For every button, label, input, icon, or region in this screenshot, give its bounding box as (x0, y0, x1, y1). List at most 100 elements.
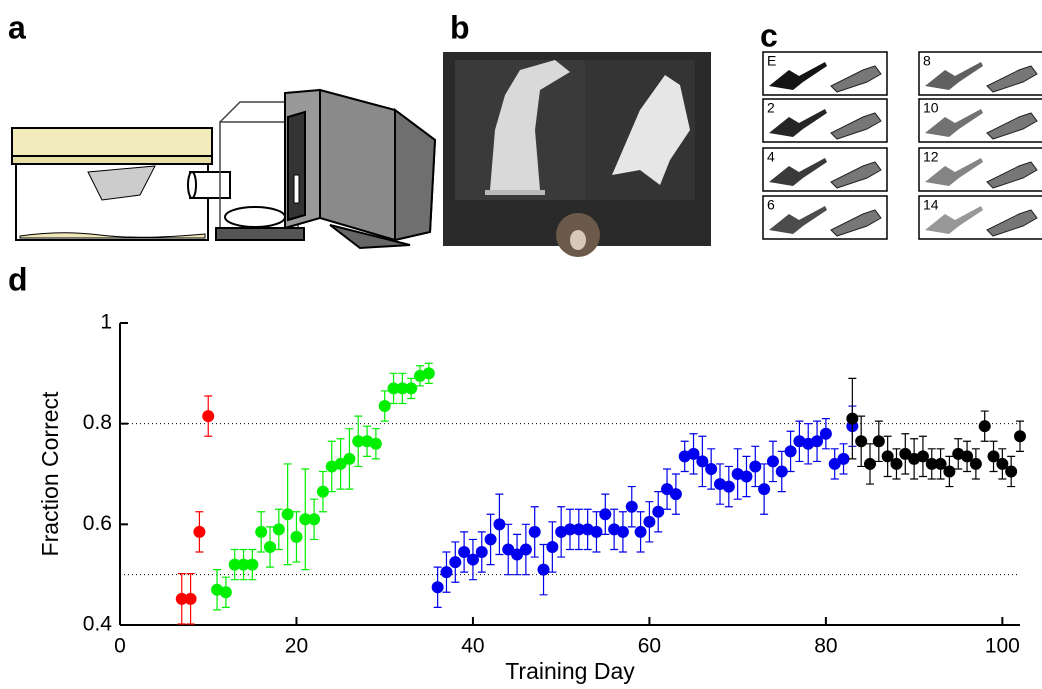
data-point (811, 435, 824, 448)
y-axis-label: Fraction Correct (37, 391, 63, 556)
y-tick-label: 0.6 (83, 512, 112, 535)
data-point (705, 462, 718, 475)
data-point (334, 457, 347, 470)
data-point (1005, 465, 1018, 478)
stimulus-object (925, 206, 983, 234)
data-point (819, 427, 832, 440)
data-point (290, 530, 303, 543)
stimulus-object (830, 65, 882, 93)
data-point (643, 515, 656, 528)
data-point (864, 457, 876, 470)
data-point (396, 382, 409, 395)
data-point (634, 525, 647, 538)
stimulus-label: 10 (923, 100, 939, 116)
y-tick-label: 1 (100, 311, 112, 334)
data-point (422, 367, 435, 380)
stimulus-label: 4 (767, 149, 775, 165)
data-point (316, 485, 329, 498)
stimulus-label: 8 (923, 53, 931, 69)
data-point (837, 452, 850, 465)
data-point (193, 525, 206, 538)
data-point (175, 592, 188, 605)
data-point (775, 465, 788, 478)
x-tick-label: 0 (114, 635, 126, 658)
panel-label: c (760, 17, 778, 53)
data-point (722, 480, 735, 493)
stimulus-object (986, 209, 1038, 237)
stimulus-label: 2 (767, 100, 775, 116)
data-point (352, 435, 365, 448)
data-point (590, 525, 603, 538)
data-point (546, 540, 559, 553)
stimulus-object (769, 158, 827, 186)
stimulus-label: 6 (767, 197, 775, 213)
stimulus-grid: E 2 4 6 8 10 12 14 (762, 51, 1042, 240)
data-point (228, 558, 241, 571)
stimulus-object (769, 62, 827, 90)
data-point (281, 508, 294, 521)
data-point (749, 460, 762, 473)
stimulus-object (925, 62, 983, 90)
stimulus-photo (443, 52, 711, 257)
data-point (758, 483, 771, 496)
data-point (431, 581, 444, 594)
stimulus-label: 14 (923, 197, 939, 213)
data-point (661, 483, 674, 496)
data-point (987, 450, 1000, 463)
data-point (996, 457, 1009, 470)
data-point (264, 540, 276, 553)
x-tick-label: 80 (814, 635, 837, 658)
data-point (299, 513, 312, 526)
data-point (440, 566, 453, 579)
stimulus-object (769, 109, 827, 137)
x-tick-label: 20 (285, 635, 308, 658)
data-point (255, 525, 268, 538)
data-point (740, 470, 753, 483)
data-point (687, 447, 700, 460)
stimulus-object (830, 161, 882, 189)
data-point (899, 447, 912, 460)
data-point (219, 586, 232, 599)
panel-label: d (8, 261, 28, 297)
data-point (969, 457, 982, 470)
data-point (572, 523, 585, 536)
data-point (916, 450, 929, 463)
stimulus-object (830, 112, 882, 140)
x-tick-label: 40 (461, 635, 484, 658)
x-tick-label: 100 (985, 635, 1020, 658)
apparatus-illustration (11, 88, 437, 250)
data-point (202, 410, 215, 423)
x-tick-label: 60 (638, 635, 661, 658)
data-point (669, 488, 682, 501)
stimulus-object (986, 161, 1038, 189)
data-point (881, 450, 894, 463)
data-point (784, 445, 797, 458)
data-point (890, 457, 903, 470)
data-point (943, 465, 956, 478)
data-point (625, 500, 638, 513)
data-point (387, 382, 400, 395)
x-axis-label: Training Day (505, 658, 635, 684)
data-point (184, 592, 197, 605)
data-point (828, 457, 841, 470)
data-point (961, 450, 974, 463)
stimulus-object (986, 65, 1038, 93)
data-point (696, 455, 709, 468)
data-point (846, 412, 859, 425)
data-point (519, 543, 532, 556)
data-point (246, 558, 259, 571)
data-point (564, 523, 576, 536)
stimulus-object (925, 158, 983, 186)
stimulus-object (830, 209, 882, 237)
data-point (537, 563, 550, 576)
data-point (405, 382, 418, 395)
data-point (855, 435, 868, 448)
data-point (511, 548, 524, 561)
data-point (872, 435, 885, 448)
data-point (528, 525, 541, 538)
data-point (616, 525, 629, 538)
data-point (484, 533, 497, 546)
data-point (458, 546, 471, 559)
stimulus-object (769, 206, 827, 234)
